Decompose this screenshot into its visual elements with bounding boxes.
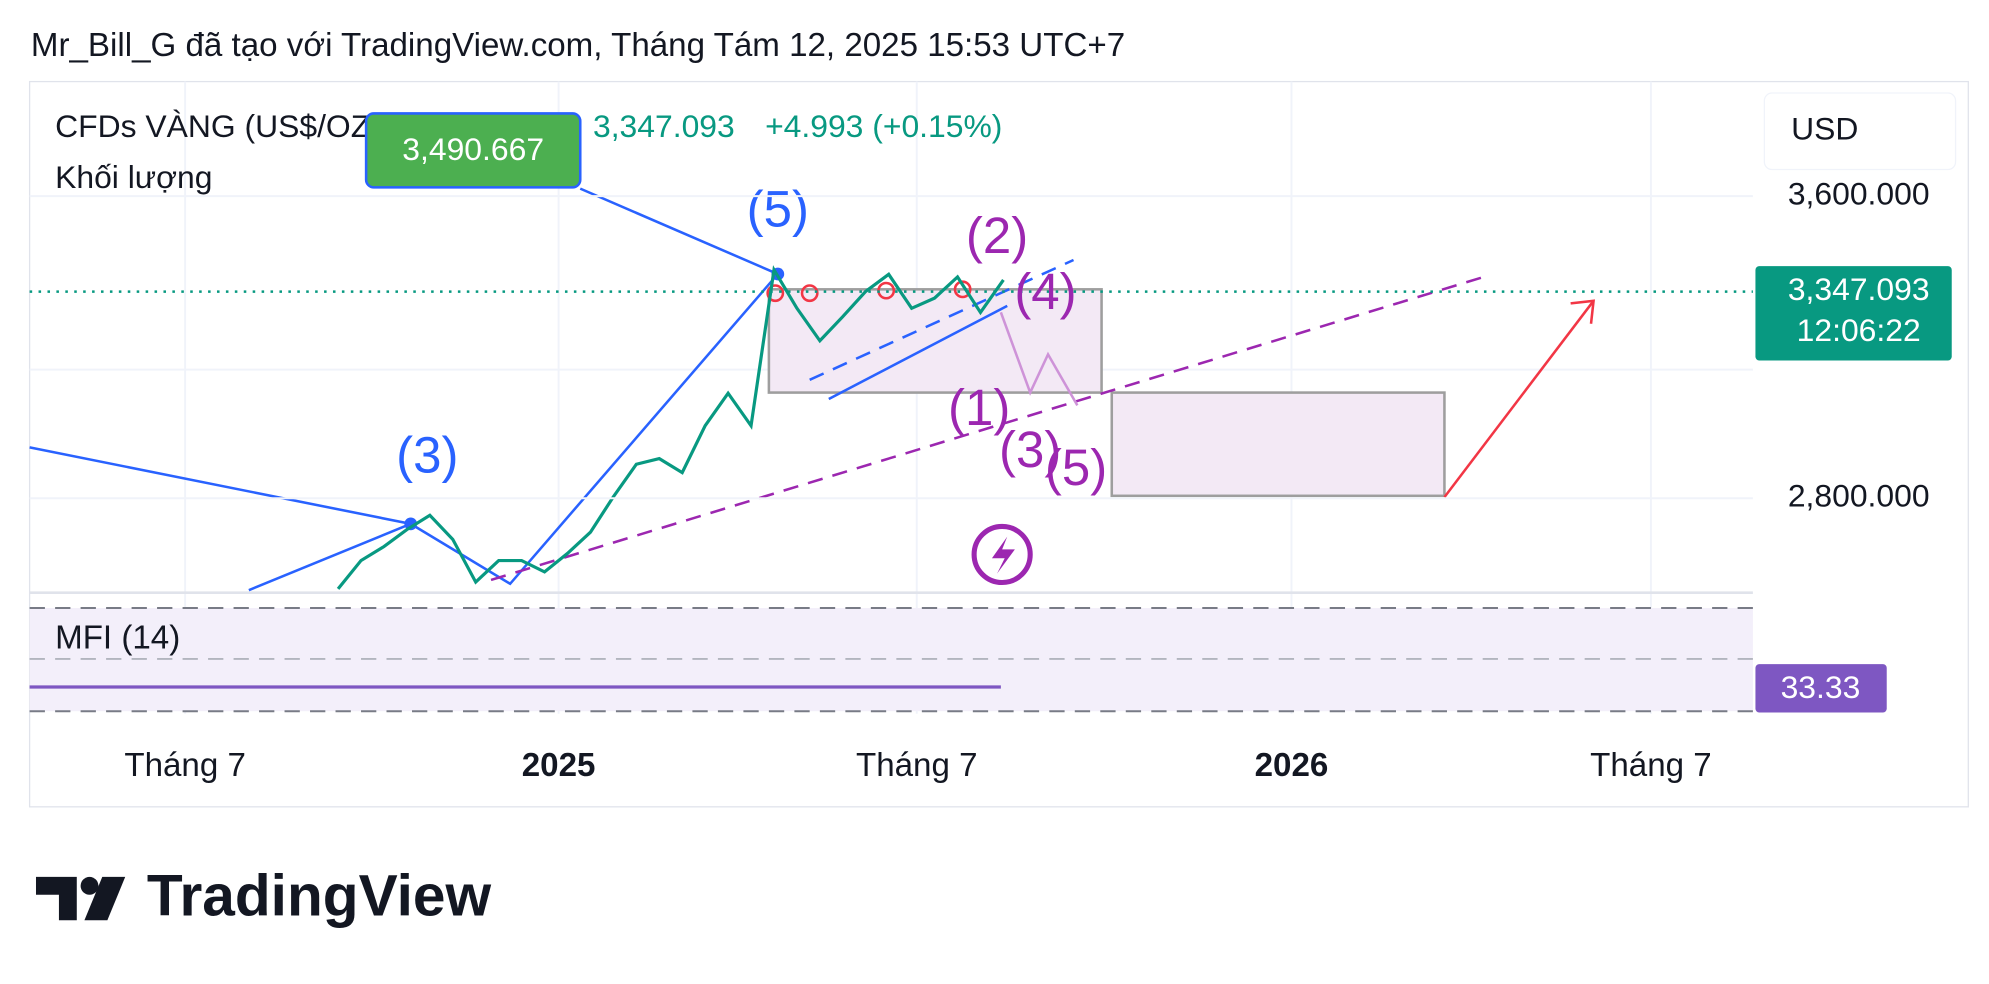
last-value: 3,347.093: [593, 108, 735, 144]
volume-label: Khối lượng: [55, 159, 212, 195]
change: +4.993 (+0.15%): [765, 108, 1002, 144]
time-label: Tháng 7: [1590, 747, 1712, 784]
wave-label: (3): [396, 426, 458, 483]
time-label: Tháng 7: [124, 747, 246, 784]
indicator-value: 33.33: [1781, 669, 1861, 705]
currency-button[interactable]: [1763, 92, 1957, 171]
time-label: 2026: [1255, 747, 1329, 784]
indicator-badge: [1755, 664, 1887, 713]
wave-label: (2): [966, 207, 1028, 264]
price-tick-label: 3,600.000: [1788, 176, 1930, 212]
wave-label: (5): [747, 180, 809, 237]
attribution: Mr_Bill_G đã tạo với TradingView.com, Th…: [31, 27, 1125, 64]
countdown: 12:06:22: [1797, 312, 1921, 348]
wave-label: (1): [948, 379, 1010, 436]
mfi-bounds: [29, 607, 1753, 713]
wave-labels: (3) (5) (2) (4) (1) (3) (5): [396, 180, 1107, 496]
price-tick-label: 2,800.000: [1788, 478, 1930, 514]
time-label: Tháng 7: [856, 747, 978, 784]
indicator-name: MFI (14): [55, 620, 180, 657]
high-label: 3,490.667: [402, 131, 544, 167]
logo-mark: [35, 876, 126, 921]
drawings: [29, 187, 1596, 592]
logo-text: TradingView: [147, 863, 492, 928]
time-axis: Tháng 7 2025 Tháng 7 2026 Tháng 7: [124, 747, 1711, 784]
wave-label: (3): [999, 421, 1061, 478]
price-line: [336, 265, 1005, 590]
last-price-badge: [1755, 266, 1952, 361]
high-badge: [364, 112, 582, 189]
wave-label: (4): [1014, 263, 1076, 320]
last-price-label: 3,347.093: [1788, 271, 1930, 307]
currency: USD: [1791, 111, 1858, 147]
time-label: 2025: [522, 747, 596, 784]
wave-label: (5): [1045, 439, 1107, 496]
